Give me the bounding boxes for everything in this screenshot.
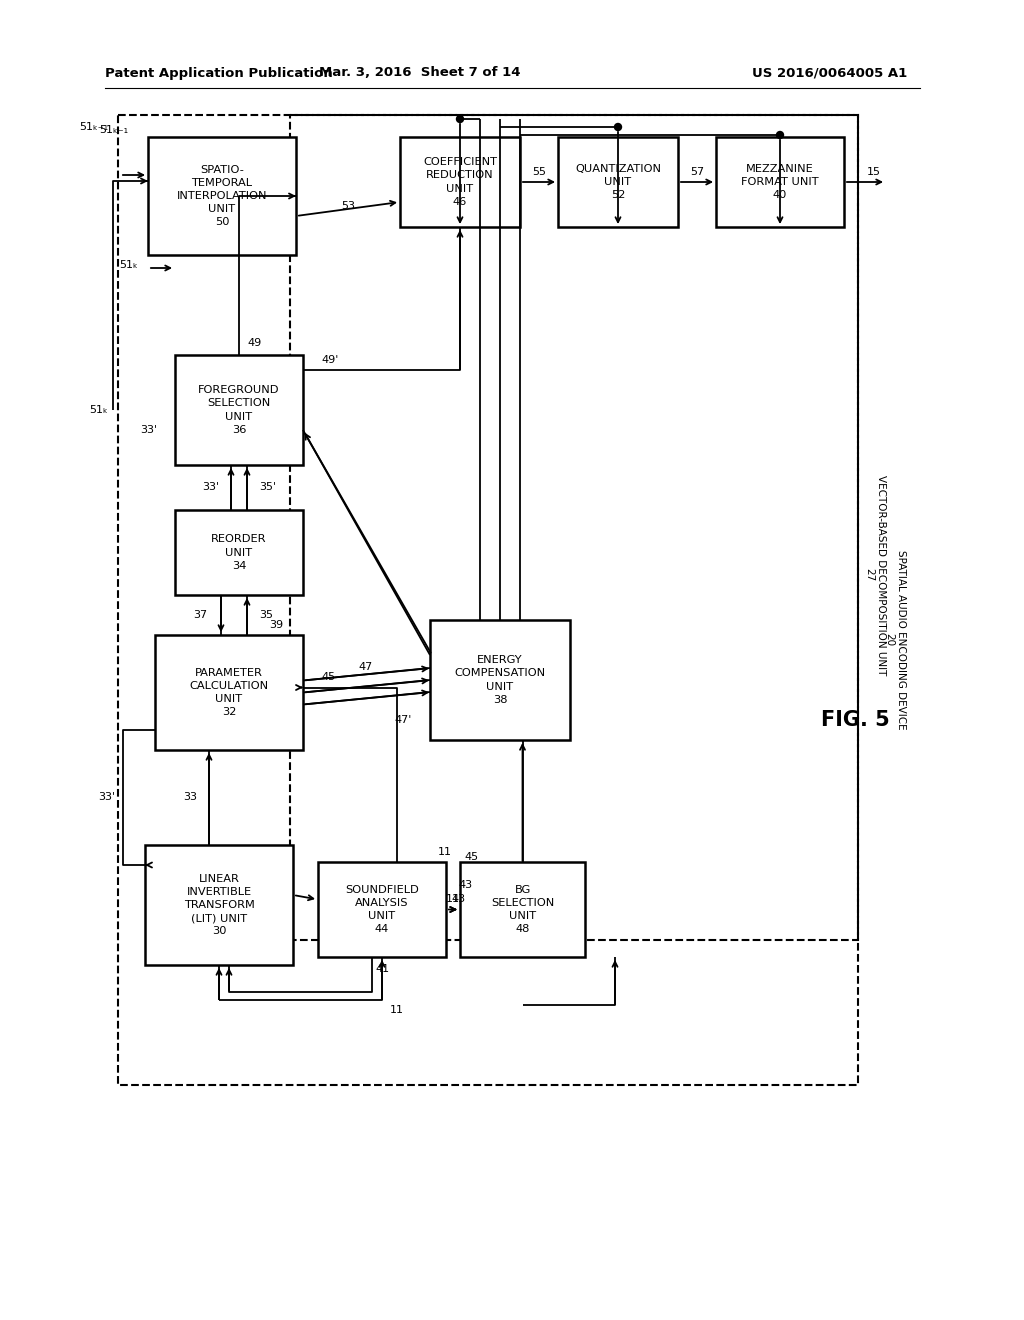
Bar (118, 115, 858, 1085)
Text: 45: 45 (321, 672, 335, 682)
Bar (290, 115, 858, 940)
Text: 51ₖ₋₁: 51ₖ₋₁ (99, 125, 128, 135)
Text: 41: 41 (375, 964, 389, 974)
Text: US 2016/0064005 A1: US 2016/0064005 A1 (753, 66, 907, 79)
Text: FIG. 5: FIG. 5 (820, 710, 890, 730)
Text: 53: 53 (341, 201, 355, 211)
Text: 33': 33' (98, 792, 115, 803)
Bar (716, 137, 844, 227)
Bar (175, 355, 303, 465)
Text: 43: 43 (451, 895, 465, 904)
Bar (460, 862, 585, 957)
Text: 49': 49' (321, 355, 338, 366)
Text: SPATIAL AUDIO ENCODING DEVICE
20: SPATIAL AUDIO ENCODING DEVICE 20 (884, 550, 906, 730)
Text: 55: 55 (532, 168, 546, 177)
Text: BG
SELECTION
UNIT
48: BG SELECTION UNIT 48 (490, 884, 554, 935)
Text: 45: 45 (464, 851, 478, 862)
Text: 11: 11 (446, 895, 460, 904)
Text: Mar. 3, 2016  Sheet 7 of 14: Mar. 3, 2016 Sheet 7 of 14 (319, 66, 521, 79)
Bar (318, 862, 446, 957)
Bar (175, 510, 303, 595)
Text: 15: 15 (867, 168, 881, 177)
Bar (148, 137, 296, 255)
Text: SPATIO-
TEMPORAL
INTERPOLATION
UNIT
50: SPATIO- TEMPORAL INTERPOLATION UNIT 50 (177, 165, 267, 227)
Text: Patent Application Publication: Patent Application Publication (105, 66, 333, 79)
Circle shape (776, 132, 783, 139)
Text: 47': 47' (394, 715, 412, 725)
Text: MEZZANINE
FORMAT UNIT
40: MEZZANINE FORMAT UNIT 40 (741, 164, 819, 201)
Bar (400, 137, 520, 227)
Text: 33': 33' (202, 482, 219, 492)
Text: PARAMETER
CALCULATION
UNIT
32: PARAMETER CALCULATION UNIT 32 (189, 668, 268, 717)
Text: ENERGY
COMPENSATION
UNIT
38: ENERGY COMPENSATION UNIT 38 (455, 655, 546, 705)
Text: 37: 37 (193, 610, 207, 620)
Text: 33': 33' (140, 425, 157, 436)
Text: 51ₖ₋₁: 51ₖ₋₁ (79, 121, 108, 132)
Bar (155, 635, 303, 750)
Text: 51ₖ: 51ₖ (89, 405, 108, 414)
Text: QUANTIZATION
UNIT
52: QUANTIZATION UNIT 52 (575, 164, 662, 201)
Circle shape (614, 124, 622, 131)
Text: COEFFICIENT
REDUCTION
UNIT
46: COEFFICIENT REDUCTION UNIT 46 (423, 157, 497, 207)
Text: 33: 33 (183, 792, 197, 803)
Text: 39: 39 (269, 620, 283, 630)
Circle shape (457, 116, 464, 123)
Bar (430, 620, 570, 741)
Bar (558, 137, 678, 227)
Text: 51ₖ: 51ₖ (119, 260, 138, 271)
Text: 11: 11 (438, 847, 452, 857)
Text: SOUNDFIELD
ANALYSIS
UNIT
44: SOUNDFIELD ANALYSIS UNIT 44 (345, 884, 419, 935)
Text: REORDER
UNIT
34: REORDER UNIT 34 (211, 535, 266, 570)
Text: 47: 47 (358, 663, 373, 672)
Text: 35: 35 (259, 610, 273, 620)
Text: 49: 49 (247, 338, 261, 348)
Text: 35': 35' (259, 482, 276, 492)
Text: LINEAR
INVERTIBLE
TRANSFORM
(LIT) UNIT
30: LINEAR INVERTIBLE TRANSFORM (LIT) UNIT 3… (183, 874, 254, 936)
Bar (145, 845, 293, 965)
Text: 11: 11 (390, 1005, 404, 1015)
Text: FOREGROUND
SELECTION
UNIT
36: FOREGROUND SELECTION UNIT 36 (199, 385, 280, 434)
Text: VECTOR-BASED DECOMPOSITION UNIT
27: VECTOR-BASED DECOMPOSITION UNIT 27 (864, 475, 886, 676)
Text: 43: 43 (458, 879, 472, 890)
Text: 57: 57 (690, 168, 705, 177)
